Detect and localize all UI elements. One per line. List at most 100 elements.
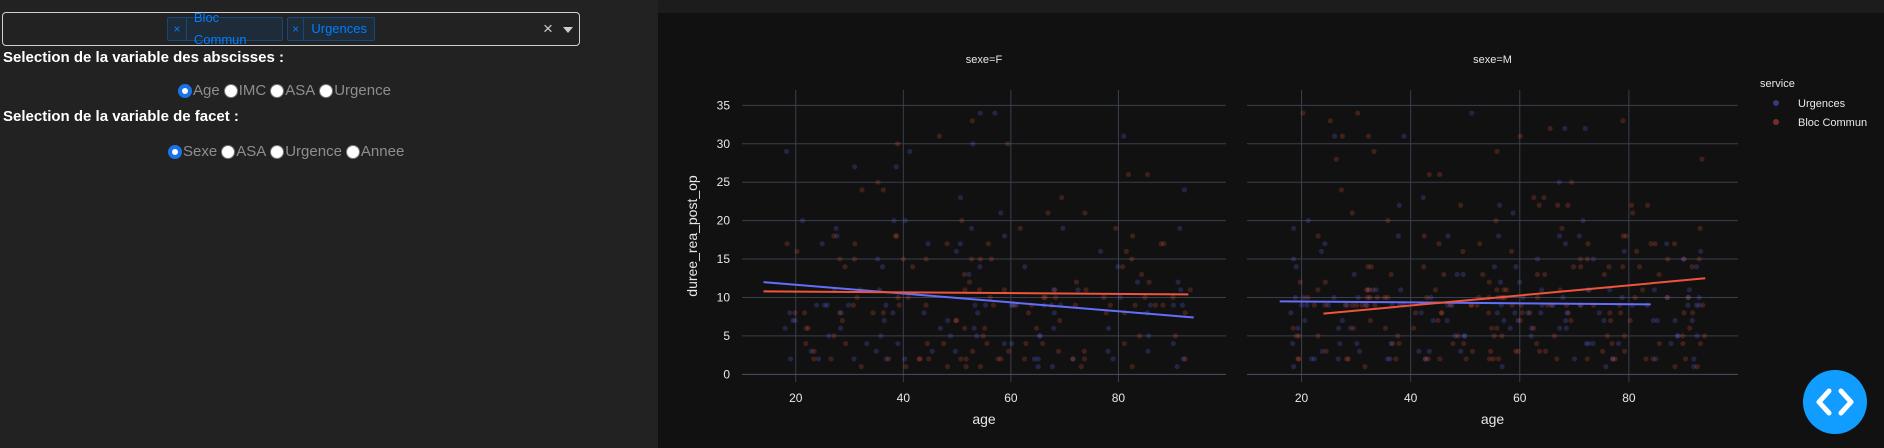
scatter-point [1292,294,1298,301]
scatter-point [1160,302,1166,308]
scatter-point [1437,356,1443,362]
scatter-point [1508,248,1515,254]
scatter-point [1486,279,1492,285]
scatter-chart[interactable]: sexe=F sexe=M 20 40 60 80 20 40 60 80 0 5 10 15 20 25 30… [658,13,1884,448]
code-icon [1816,388,1854,416]
scatter-point [1366,287,1372,293]
scatter-point [1335,356,1341,362]
scatter-point [1495,356,1502,362]
scatter-point [926,356,932,362]
scatter-point [1460,248,1466,254]
scatter-point [787,356,794,362]
radio-asa[interactable] [270,83,285,98]
scatter-point [1680,340,1686,347]
radio-imc[interactable] [223,83,238,98]
scatter-point [1057,317,1063,324]
scatter-point [962,287,968,293]
scatter-point [1296,333,1302,339]
scatter-point [870,310,876,316]
scatter-point [1622,348,1628,354]
scatter-point [1042,294,1048,301]
scatter-point [1672,364,1678,370]
scatter-point [838,310,844,316]
service-multiselect[interactable]: × Bloc Commun × Urgences × [2,10,580,47]
remove-chip-icon[interactable]: × [168,18,187,40]
scatter-point [854,294,860,301]
scatter-point [1354,340,1360,347]
x-tick-label: 20 [789,391,803,405]
remove-chip-icon[interactable]: × [288,18,305,40]
scatter-point [937,325,943,331]
scatter-point [1534,294,1541,301]
scatter-point [1139,271,1145,278]
scatter-point [1040,294,1047,301]
scatter-point [944,364,951,370]
radio-label: ASA [285,82,316,99]
radio-annee[interactable] [345,144,360,159]
scatter-point [800,218,806,224]
scatter-point [936,133,943,139]
scatter-point [1628,202,1635,208]
radio-label: Age [193,82,220,99]
radio-urgence[interactable] [270,144,285,159]
scatter-point [953,317,959,324]
facet-title: sexe=M [1473,54,1512,66]
scatter-point [974,333,980,339]
radio-label: Urgence [334,82,391,99]
scatter-point [1309,356,1315,362]
scatter-point [1435,317,1441,324]
radio-urgence[interactable] [319,83,334,98]
scatter-point [1051,325,1057,331]
scatter-point [1528,333,1534,339]
scatter-point [1097,248,1104,254]
legend-marker [1773,119,1779,125]
scatter-point [893,164,899,170]
scatter-point [1651,287,1657,293]
radio-age[interactable] [178,83,192,98]
scatter-point [1158,241,1164,247]
scatter-point [1323,348,1329,354]
scatter-point [1438,310,1445,316]
scatter-point [1025,310,1032,316]
scatter-point [1001,233,1008,239]
scatter-point [992,110,998,116]
trendline [1279,300,1651,306]
scatter-point [1629,210,1636,216]
scatter-point [879,264,886,270]
clear-all-icon[interactable]: × [543,19,553,38]
scatter-point [1344,302,1350,308]
scatter-point [1501,317,1507,324]
scatter-point [1596,310,1602,316]
scatter-point [1590,256,1597,262]
abscissa-heading: Selection de la variable des abscisses : [3,49,284,66]
scatter-point [1382,294,1388,301]
scatter-point [1557,325,1563,331]
scatter-point [1458,348,1464,354]
scatter-point [1105,325,1112,331]
scatter-point [1450,340,1456,347]
scatter-point [1052,287,1058,293]
scatter-point [1327,118,1333,124]
code-toggle-button[interactable] [1803,370,1867,434]
chevron-down-icon[interactable] [563,27,573,33]
scatter-point [1608,317,1614,324]
scatter-point [1496,233,1502,239]
radio-asa[interactable] [221,144,236,159]
scatter-point [1035,356,1041,362]
scatter-point [1536,348,1543,354]
scatter-point [1365,264,1371,270]
scatter-point [787,310,793,316]
scatter-point [805,325,811,331]
scatter-point [1036,333,1043,339]
scatter-point [794,248,800,254]
scatter-point [1395,333,1401,339]
legend-item-label: Bloc Commun [1798,117,1867,129]
x-tick-label: 60 [1004,391,1018,405]
scatter-point [958,356,964,362]
scatter-point [963,356,969,362]
scatter-point [945,317,951,324]
y-tick-label: 30 [717,137,731,151]
scatter-point [1384,294,1391,301]
scatter-point [1144,171,1151,178]
radio-sexe[interactable] [168,144,182,159]
